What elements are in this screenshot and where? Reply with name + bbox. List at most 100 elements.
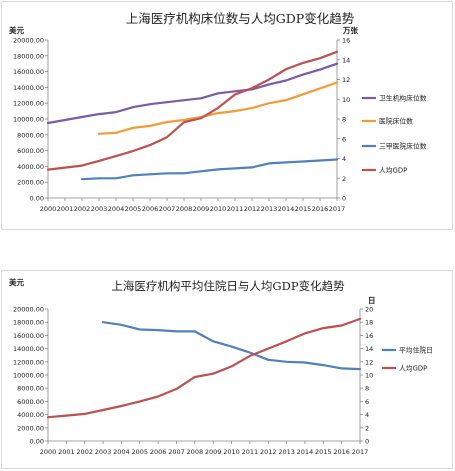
y-right-tick-label: 12 bbox=[365, 358, 373, 366]
data-point bbox=[81, 116, 83, 118]
data-point bbox=[285, 99, 287, 102]
data-point bbox=[120, 405, 123, 407]
data-point bbox=[336, 158, 338, 161]
data-point bbox=[268, 83, 270, 86]
data-point bbox=[166, 136, 168, 139]
data-point bbox=[268, 102, 270, 105]
data-point bbox=[217, 112, 219, 114]
series-line-2 bbox=[46, 317, 362, 419]
data-point bbox=[115, 111, 117, 113]
data-point bbox=[102, 409, 104, 411]
legend-label: 人均GDP bbox=[379, 166, 407, 175]
y-right-tick-label: 8 bbox=[342, 116, 346, 124]
y-left-tick-label: 14000.00 bbox=[13, 84, 44, 92]
x-tick-label: 2007 bbox=[159, 205, 176, 213]
x-tick-label: 2001 bbox=[58, 448, 75, 456]
x-tick-label: 2013 bbox=[278, 448, 295, 456]
y-left-tick-label: 10000.00 bbox=[13, 372, 44, 380]
x-tick-label: 2008 bbox=[176, 205, 193, 213]
chart-panel-2: 上海医疗机构平均住院日与人均GDP变化趋势 美元日 0.00 2000.00 4000.… bbox=[0, 269, 455, 471]
data-point bbox=[212, 372, 215, 375]
x-tick-label: 2005 bbox=[125, 205, 142, 213]
data-point bbox=[248, 351, 251, 354]
y-right-tick-label: 10 bbox=[342, 96, 350, 104]
y-right-tick-label: 2 bbox=[365, 424, 369, 432]
x-tick-label: 2015 bbox=[315, 448, 332, 456]
y-left-tick-label: 20000.00 bbox=[13, 306, 44, 314]
y-left-tick-label: 6000.00 bbox=[17, 398, 44, 406]
data-point bbox=[157, 329, 160, 332]
chart-panel-1: 上海医疗机构床位数与人均GDP变化趋势 美元 万张 0.00 2000.00 4000.0… bbox=[0, 0, 455, 232]
data-point bbox=[302, 73, 304, 76]
y-right-tick-label: 16 bbox=[342, 37, 350, 45]
chart-title: 上海医疗机构床位数与人均GDP变化趋势 bbox=[126, 11, 355, 26]
x-tick-label: 2005 bbox=[131, 448, 148, 456]
x-tick-label: 2009 bbox=[193, 205, 210, 213]
data-point bbox=[267, 347, 270, 350]
x-tick-label: 2000 bbox=[40, 205, 57, 213]
y-left-tick-label: 18000.00 bbox=[13, 52, 44, 60]
data-point bbox=[304, 332, 306, 335]
x-tick-label: 2016 bbox=[312, 205, 329, 213]
data-point bbox=[64, 166, 66, 169]
x-tick-label: 2002 bbox=[76, 448, 93, 456]
series-line-3 bbox=[80, 158, 339, 181]
y-left-unit-label: 美元 bbox=[9, 277, 24, 287]
data-point bbox=[166, 172, 168, 175]
data-point bbox=[319, 68, 321, 71]
y-right-tick-label: 20 bbox=[365, 306, 373, 314]
data-point bbox=[81, 178, 83, 181]
data-point bbox=[149, 173, 151, 176]
legend-label: 人均GDP bbox=[399, 364, 427, 373]
data-point bbox=[166, 101, 168, 104]
x-tick-label: 2008 bbox=[187, 448, 204, 456]
data-point bbox=[336, 81, 338, 84]
x-tick-label: 2014 bbox=[297, 448, 314, 456]
x-tick-label: 2001 bbox=[57, 205, 74, 213]
x-tick-label: 2003 bbox=[95, 448, 112, 456]
y-right-unit-label: 万张 bbox=[342, 26, 358, 35]
data-point bbox=[319, 87, 321, 90]
data-point bbox=[175, 387, 178, 390]
data-point bbox=[102, 321, 104, 324]
data-point bbox=[183, 172, 185, 175]
data-point bbox=[65, 414, 68, 417]
data-point bbox=[138, 400, 141, 403]
y-left-tick-label: 12000.00 bbox=[13, 100, 44, 108]
data-point bbox=[302, 62, 304, 64]
data-point bbox=[115, 155, 117, 158]
data-point bbox=[212, 340, 215, 343]
x-tick-label: 2002 bbox=[74, 205, 91, 213]
legend-label: 平均住院日 bbox=[399, 346, 433, 355]
data-point bbox=[149, 144, 151, 146]
data-point bbox=[251, 87, 253, 90]
data-point bbox=[200, 170, 202, 173]
x-tick-label: 2012 bbox=[244, 205, 261, 213]
data-point bbox=[304, 361, 306, 364]
y-left-tick-label: 4000.00 bbox=[17, 411, 44, 419]
data-point bbox=[319, 57, 321, 60]
data-point bbox=[336, 50, 338, 53]
y-left-tick-label: 6000.00 bbox=[17, 147, 44, 155]
data-point bbox=[183, 121, 185, 124]
legend-label: 医院床位数 bbox=[379, 117, 413, 126]
y-left-tick-label: 14000.00 bbox=[13, 345, 44, 353]
y-right-tick-label: 4 bbox=[342, 155, 346, 163]
data-point bbox=[115, 131, 117, 134]
data-point bbox=[302, 160, 304, 163]
data-point bbox=[340, 324, 343, 327]
y-left-unit-label: 美元 bbox=[9, 25, 24, 35]
y-left-tick-label: 0.00 bbox=[30, 195, 44, 203]
x-tick-label: 2011 bbox=[227, 205, 244, 213]
data-point bbox=[132, 126, 134, 129]
data-point bbox=[175, 330, 178, 333]
chart-1-frame bbox=[1, 1, 453, 230]
data-point bbox=[217, 168, 219, 171]
y-left-tick-label: 20000.00 bbox=[13, 37, 44, 45]
y-left-tick-label: 4000.00 bbox=[17, 163, 44, 171]
data-point bbox=[234, 110, 236, 112]
y-right-unit-label: 日 bbox=[368, 296, 376, 305]
data-point bbox=[81, 164, 83, 167]
y-left-tick-label: 16000.00 bbox=[13, 68, 44, 76]
